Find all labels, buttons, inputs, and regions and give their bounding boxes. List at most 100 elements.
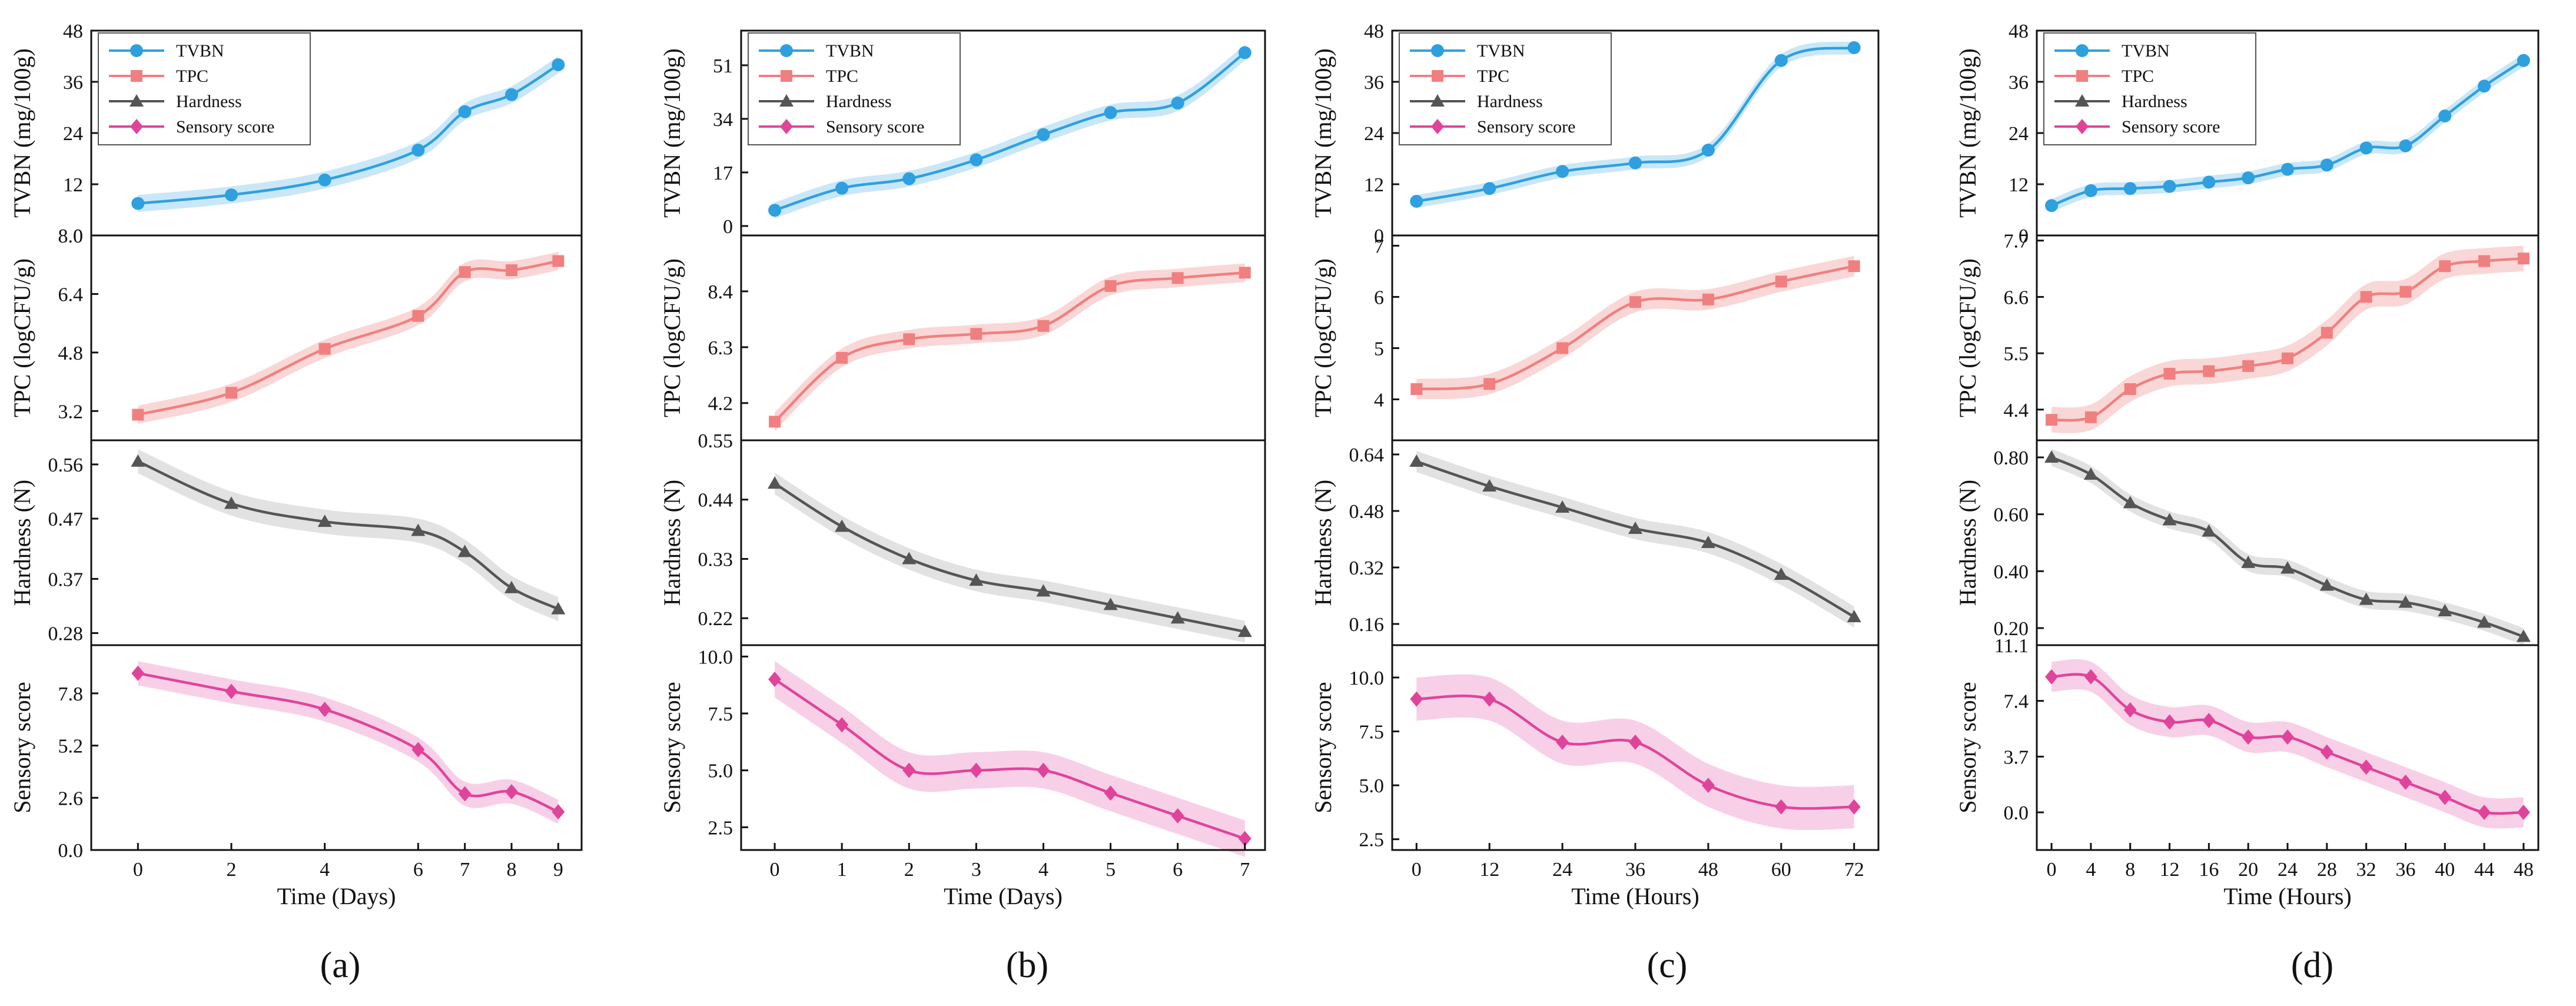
hardness-point [457,544,472,557]
y-tick-label: 6.3 [708,337,733,359]
tpc-point [970,328,982,340]
y-tick-label: 5.0 [1359,775,1385,797]
legend-label-tpc: TPC [1477,67,1509,86]
y-tick-label: 4.8 [58,343,84,364]
legend: TVBN TPC Hardness Sensory score [1399,32,1612,145]
tvbn-point [318,173,331,187]
x-tick-label: 8 [2125,859,2135,881]
tpc-point [1104,280,1117,292]
hardness-point [2398,595,2413,608]
tpc-point [459,266,471,278]
y-tick-label: 0.56 [48,454,84,476]
tvbn-point [2478,79,2491,93]
hardness-point [1628,522,1642,534]
sensory-score-point [552,804,565,820]
panel-label: (d) [2291,945,2333,985]
legend-marker [2076,44,2089,57]
y-tick-label: 4.2 [708,393,733,415]
hardness-point [1237,625,1252,638]
sensory-score-point [2517,805,2530,821]
y-tick-label: 7.7 [2004,231,2029,253]
hardness-point [551,602,566,615]
panel-label: (b) [1006,945,1048,985]
sensory-score-point [2202,712,2216,728]
x-tick-label: 24 [1552,859,1572,881]
sensory-score-point [768,672,782,687]
subplot-tpc: 4.2 6.3 8.4 TPC (logCFU/g) [659,234,1266,441]
x-tick-label: 28 [2317,859,2337,881]
tvbn-point [1171,97,1184,110]
hardness-confidence-band [775,472,1245,643]
y-tick-label: 6.6 [2004,287,2029,308]
x-tick-label: 44 [2474,859,2494,881]
hardness-point [1170,611,1185,624]
tpc-point [2163,367,2176,380]
legend: TVBN TPC Hardness Sensory score [98,32,311,145]
y-tick-label: 36 [1364,72,1384,94]
y-tick-label: 2.6 [58,788,84,809]
y-tick-label: 7 [1374,235,1384,257]
legend-marker [130,44,143,57]
tpc-point [1556,342,1569,354]
y-tick-label: 0.44 [698,490,733,512]
tpc-point [903,333,915,346]
y-tick-label: 0.64 [1349,444,1385,466]
x-tick-label: 32 [2356,859,2376,881]
hardness-confidence-band [2051,449,2524,645]
x-axis-title: Time (Days) [944,883,1063,909]
y-tick-label: 0.55 [698,430,733,452]
hardness-point [1036,584,1051,597]
tvbn-point [505,88,518,101]
hardness-point [2044,450,2059,463]
hardness-point [131,454,145,467]
tvbn-point [1410,195,1423,208]
y-tick-label: 34 [713,109,733,131]
y-tick-label: 5 [1374,338,1384,360]
legend-label-tpc: TPC [826,67,858,86]
tpc-point [769,416,781,428]
tvbn-point [835,181,849,195]
sensory-score-point [505,784,518,800]
legend-label-tvbn: TVBN [2122,41,2170,61]
hardness-point [902,552,917,565]
x-axis-title: Time (Hours) [1571,883,1699,909]
subplot-sensory-score: 0.0 3.7 7.4 11.1 Sensory score [1954,635,2540,851]
tpc-point [552,255,565,267]
y-axis-title: Hardness (N) [1954,480,1981,606]
subplot-frame [90,644,583,851]
tvbn-point [2359,141,2373,155]
sensory-score-point [1629,734,1642,750]
y-axis-title: TVBN (mg/100g) [9,48,35,218]
legend-label-tvbn: TVBN [176,41,224,61]
y-tick-label: 24 [1364,123,1384,145]
tpc-point [2439,260,2451,273]
x-tick-label: 16 [2199,859,2219,881]
hardness-point [1701,536,1715,548]
legend-label-tvbn: TVBN [826,41,874,61]
y-tick-label: 17 [713,162,733,184]
subplot-tpc: 4 5 6 7 TPC (logCFU/g) [1310,234,1880,441]
x-tick-label: 36 [2395,859,2415,881]
tpc-point [1171,272,1184,284]
tpc-confidence-band [138,252,559,424]
tvbn-point [131,197,145,210]
legend-marker [779,94,794,107]
tpc-point [225,387,237,399]
tpc-point [1702,293,1714,306]
sensory-score-point [1104,785,1117,801]
hardness-point [411,523,426,536]
sensory-score-point [1238,831,1252,846]
tpc-point [506,264,517,277]
hardness-point [2241,555,2256,568]
x-tick-label: 4 [320,859,330,881]
y-tick-label: 0.32 [1349,557,1385,579]
sensory-score-point [2045,669,2059,685]
hardness-point [2280,561,2295,574]
tvbn-confidence-band [2051,54,2524,213]
sensory-score-point [1847,799,1861,815]
subplot-frame [740,644,1266,851]
legend: TVBN TPC Hardness Sensory score [748,32,961,145]
subplot-hardness: 0.22 0.33 0.44 0.55 Hardness (N) [659,430,1266,646]
